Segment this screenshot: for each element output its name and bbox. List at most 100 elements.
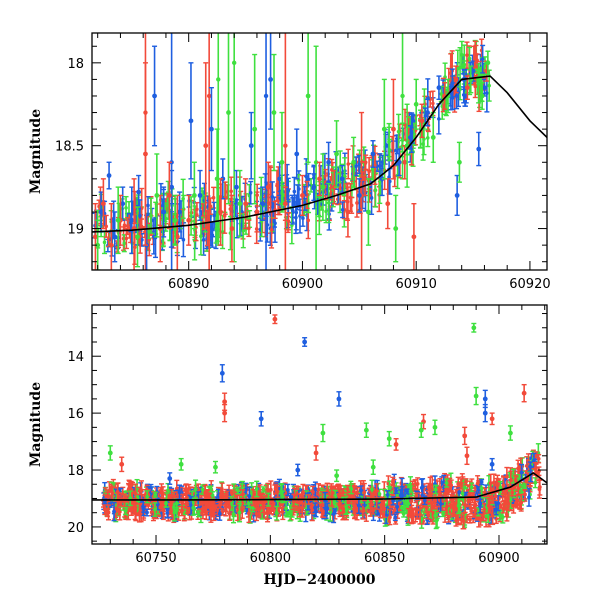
data-point [370,507,376,515]
data-point [231,504,237,524]
data-point [480,44,486,74]
data-point [120,186,126,221]
bottom-panel: 60750 60800 60850 60900 14 16 18 20 Magnitude HJD… [28,304,548,588]
data-point [196,510,202,518]
data-point [427,476,433,494]
data-point [112,211,118,263]
data-point [432,509,438,522]
data-point [463,478,469,486]
data-point [268,33,274,130]
data-point [214,128,220,230]
data-point [272,314,278,325]
data-point [489,492,495,504]
data-point [443,489,449,498]
y-axis-title: Magnitude [28,109,44,194]
data-point [527,461,533,472]
data-point [464,75,470,100]
data-point [123,227,129,250]
data-point [279,111,285,213]
data-point [356,178,362,213]
y-tick-label: 20 [67,521,84,536]
data-point [136,503,142,523]
data-point [513,475,519,485]
data-point [141,505,147,513]
data-point [263,33,269,270]
data-point [144,490,150,504]
data-point [137,486,143,496]
data-point [340,504,346,514]
data-point [248,111,254,180]
data-point [336,391,342,407]
data-point [436,103,442,135]
data-point [501,476,507,495]
data-point [501,500,507,510]
data-point [136,174,142,210]
data-point [436,75,442,100]
data-point [387,509,393,526]
data-point [235,486,241,495]
data-point [226,500,232,514]
data-point [464,41,470,69]
data-point [152,45,158,147]
plot-area [92,33,547,270]
ticks [92,33,547,270]
data-point [505,494,511,505]
data-point [417,504,423,525]
data-point [252,53,258,205]
data-point [193,479,199,500]
data-point [393,487,399,494]
data-point [489,412,495,426]
data-point [103,214,109,238]
data-point [509,488,515,497]
data-point [432,419,438,436]
data-point [345,186,351,238]
data-point [485,50,491,76]
data-point [288,492,294,502]
data-point [312,481,318,497]
data-point [337,484,343,504]
data-point [532,477,538,489]
y-tick-label: 14 [67,350,84,365]
data-point [479,478,485,486]
data-point [271,53,277,172]
data-point [237,169,243,238]
data-point [326,141,332,183]
y-tick-label: 19 [67,223,84,238]
data-point [145,196,151,215]
data-point [191,161,197,230]
data-point [260,186,266,221]
data-point [405,507,411,524]
data-point [203,505,209,521]
data-point [456,141,462,183]
data-point [505,503,511,511]
data-point [200,484,206,495]
data-point [458,478,464,490]
x-tick-label: 60900 [282,277,323,292]
data-point [139,480,145,501]
data-point [305,33,311,163]
data-point [275,485,281,498]
data-point [153,217,159,259]
data-point [353,156,359,177]
data-point [361,482,367,502]
data-point [283,33,288,270]
data-point [261,495,267,509]
data-point [513,498,519,508]
data-point [179,493,185,511]
data-point [401,500,407,514]
data-point [476,486,482,494]
x-tick-label: 60750 [135,551,176,566]
data-point [462,426,468,446]
data-point [461,512,467,530]
data-point [129,186,135,255]
data-point [203,62,209,230]
data-point [293,194,299,231]
data-point [286,212,292,231]
data-point [123,506,129,516]
y-tick-label: 18 [67,464,84,479]
data-point [107,445,113,461]
data-point [386,430,392,447]
data-point [152,502,158,517]
data-point [326,182,332,224]
